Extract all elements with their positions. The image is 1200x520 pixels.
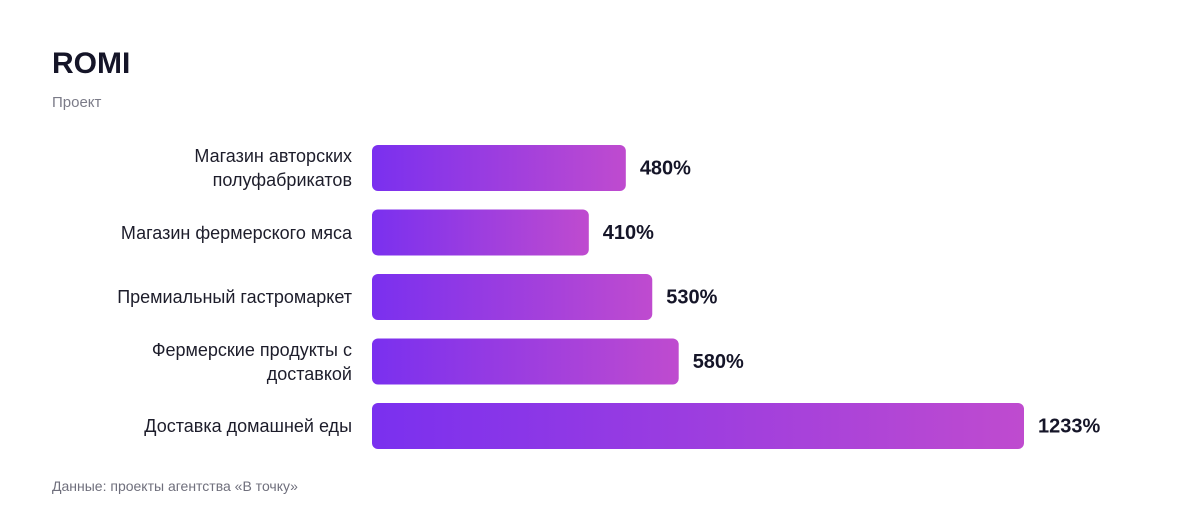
value-label: 580%: [693, 351, 744, 373]
chart-title: ROMI: [52, 47, 131, 80]
category-label: Доставка домашней еды: [144, 416, 352, 436]
value-label: 1233%: [1038, 415, 1100, 437]
value-label: 480%: [640, 157, 691, 179]
bar: [372, 274, 653, 320]
category-label: Магазин авторских полуфабрикатов: [194, 146, 352, 190]
category-label: Магазин фермерского мяса: [120, 222, 352, 243]
source-note: Данные: проекты агентства «В точку»: [52, 478, 298, 494]
category-label: Премиальный гастромаркет: [117, 287, 352, 307]
bar: [372, 338, 679, 385]
chart-subtitle: Проект: [52, 94, 102, 111]
bar: [372, 145, 626, 191]
value-label: 410%: [603, 222, 654, 244]
category-label: Фермерские продукты с доставкой: [151, 339, 352, 384]
value-label: 530%: [666, 286, 717, 308]
bar: [372, 209, 589, 256]
bar: [372, 403, 1024, 449]
